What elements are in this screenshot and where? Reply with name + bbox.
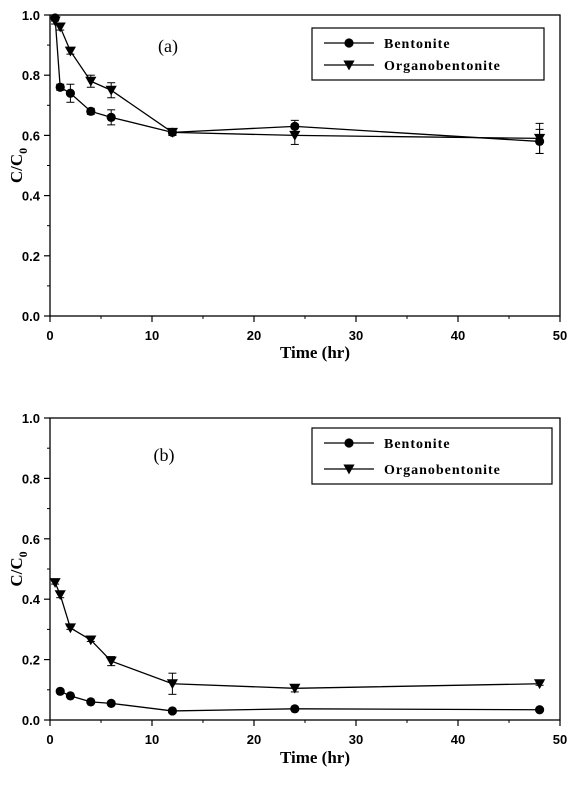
- data-point: [85, 635, 97, 646]
- y-tick-label: 0.6: [22, 532, 40, 547]
- y-axis-title-main: C/C: [7, 154, 26, 183]
- y-axis-title-subscript: 0: [16, 551, 30, 557]
- y-axis-title: C/C0: [7, 551, 30, 586]
- x-tick-label: 40: [451, 732, 465, 747]
- legend-marker: [344, 438, 354, 448]
- legend-label: Organobentonite: [384, 463, 501, 478]
- x-tick-label: 0: [46, 732, 53, 747]
- legend-marker: [344, 38, 354, 48]
- x-tick-label: 40: [451, 328, 465, 343]
- y-tick-label: 0.2: [22, 249, 40, 264]
- legend-marker: [343, 60, 355, 71]
- x-tick-label: 20: [247, 732, 261, 747]
- data-point: [55, 82, 65, 92]
- y-tick-label: 0.8: [22, 471, 40, 486]
- series-organobentonite: [49, 578, 546, 695]
- legend-label: Organobentonite: [384, 59, 501, 74]
- data-point: [105, 656, 117, 667]
- data-point: [167, 706, 177, 716]
- series-line: [59, 690, 540, 712]
- y-tick-label: 0.0: [22, 713, 40, 728]
- x-axis-title: Time (hr): [280, 343, 350, 362]
- legend-box: [311, 427, 553, 485]
- panel-label: (b): [154, 445, 175, 466]
- data-point: [54, 590, 66, 600]
- y-tick-label: 0.4: [22, 189, 41, 204]
- legend-marker: [343, 464, 355, 475]
- legend-label: Bentonite: [384, 437, 451, 452]
- data-point: [534, 679, 546, 690]
- data-point: [64, 46, 76, 57]
- data-point: [106, 112, 116, 122]
- y-tick-label: 0.4: [22, 592, 41, 607]
- series-organobentonite: [49, 16, 546, 154]
- chart-panel-b: 0 10 20 30 40 50 0.0 0.2 0.4 0.6 0.8 1.0 Time (hr) C/…: [7, 411, 567, 767]
- y-tick-label: 0.6: [22, 128, 40, 143]
- x-tick-label: 10: [145, 328, 159, 343]
- data-point: [290, 704, 300, 714]
- x-tick-label: 30: [349, 328, 363, 343]
- x-axis-title: Time (hr): [280, 748, 350, 767]
- x-tick-label: 30: [349, 732, 363, 747]
- x-tick-label: 0: [46, 328, 53, 343]
- y-axis-title: C/C0: [7, 148, 30, 183]
- y-tick-label: 0.8: [22, 68, 40, 83]
- series-bentonite: [55, 686, 545, 716]
- data-point: [535, 705, 545, 715]
- data-point: [289, 130, 301, 141]
- data-point: [54, 22, 66, 33]
- data-point: [166, 679, 178, 690]
- data-point: [49, 16, 61, 27]
- data-point: [289, 683, 301, 694]
- y-tick-label: 0.0: [22, 309, 40, 324]
- y-tick-label: 0.2: [22, 653, 40, 668]
- data-point: [65, 691, 75, 701]
- data-point: [64, 623, 76, 634]
- series-line: [54, 20, 540, 140]
- y-tick-label: 1.0: [22, 411, 40, 426]
- x-tick-label: 10: [145, 732, 159, 747]
- data-point: [166, 127, 178, 138]
- legend-label: Bentonite: [384, 37, 451, 52]
- data-point: [86, 106, 96, 116]
- legend-box: [311, 27, 545, 81]
- data-point: [106, 698, 116, 708]
- data-point: [85, 76, 97, 87]
- x-tick-label: 50: [553, 732, 567, 747]
- data-point: [55, 686, 65, 696]
- series-line: [54, 582, 540, 689]
- data-point: [534, 133, 546, 144]
- data-point: [65, 88, 75, 98]
- legend: Bentonite Organobentonite: [311, 427, 553, 485]
- x-tick-label: 20: [247, 328, 261, 343]
- chart-panel-a: 0 10 20 30 40 50 0.0 0.2 0.4 0.6 0.8 1.0 Time (hr) C/…: [7, 8, 567, 362]
- y-axis-title-main: C/C: [7, 557, 26, 586]
- data-point: [49, 578, 61, 588]
- legend: Bentonite Organobentonite: [311, 27, 545, 81]
- y-tick-label: 1.0: [22, 8, 40, 23]
- panel-label: (a): [158, 36, 178, 57]
- x-tick-label: 50: [553, 328, 567, 343]
- y-axis-title-subscript: 0: [16, 148, 30, 154]
- data-point: [105, 85, 117, 96]
- data-point: [86, 697, 96, 707]
